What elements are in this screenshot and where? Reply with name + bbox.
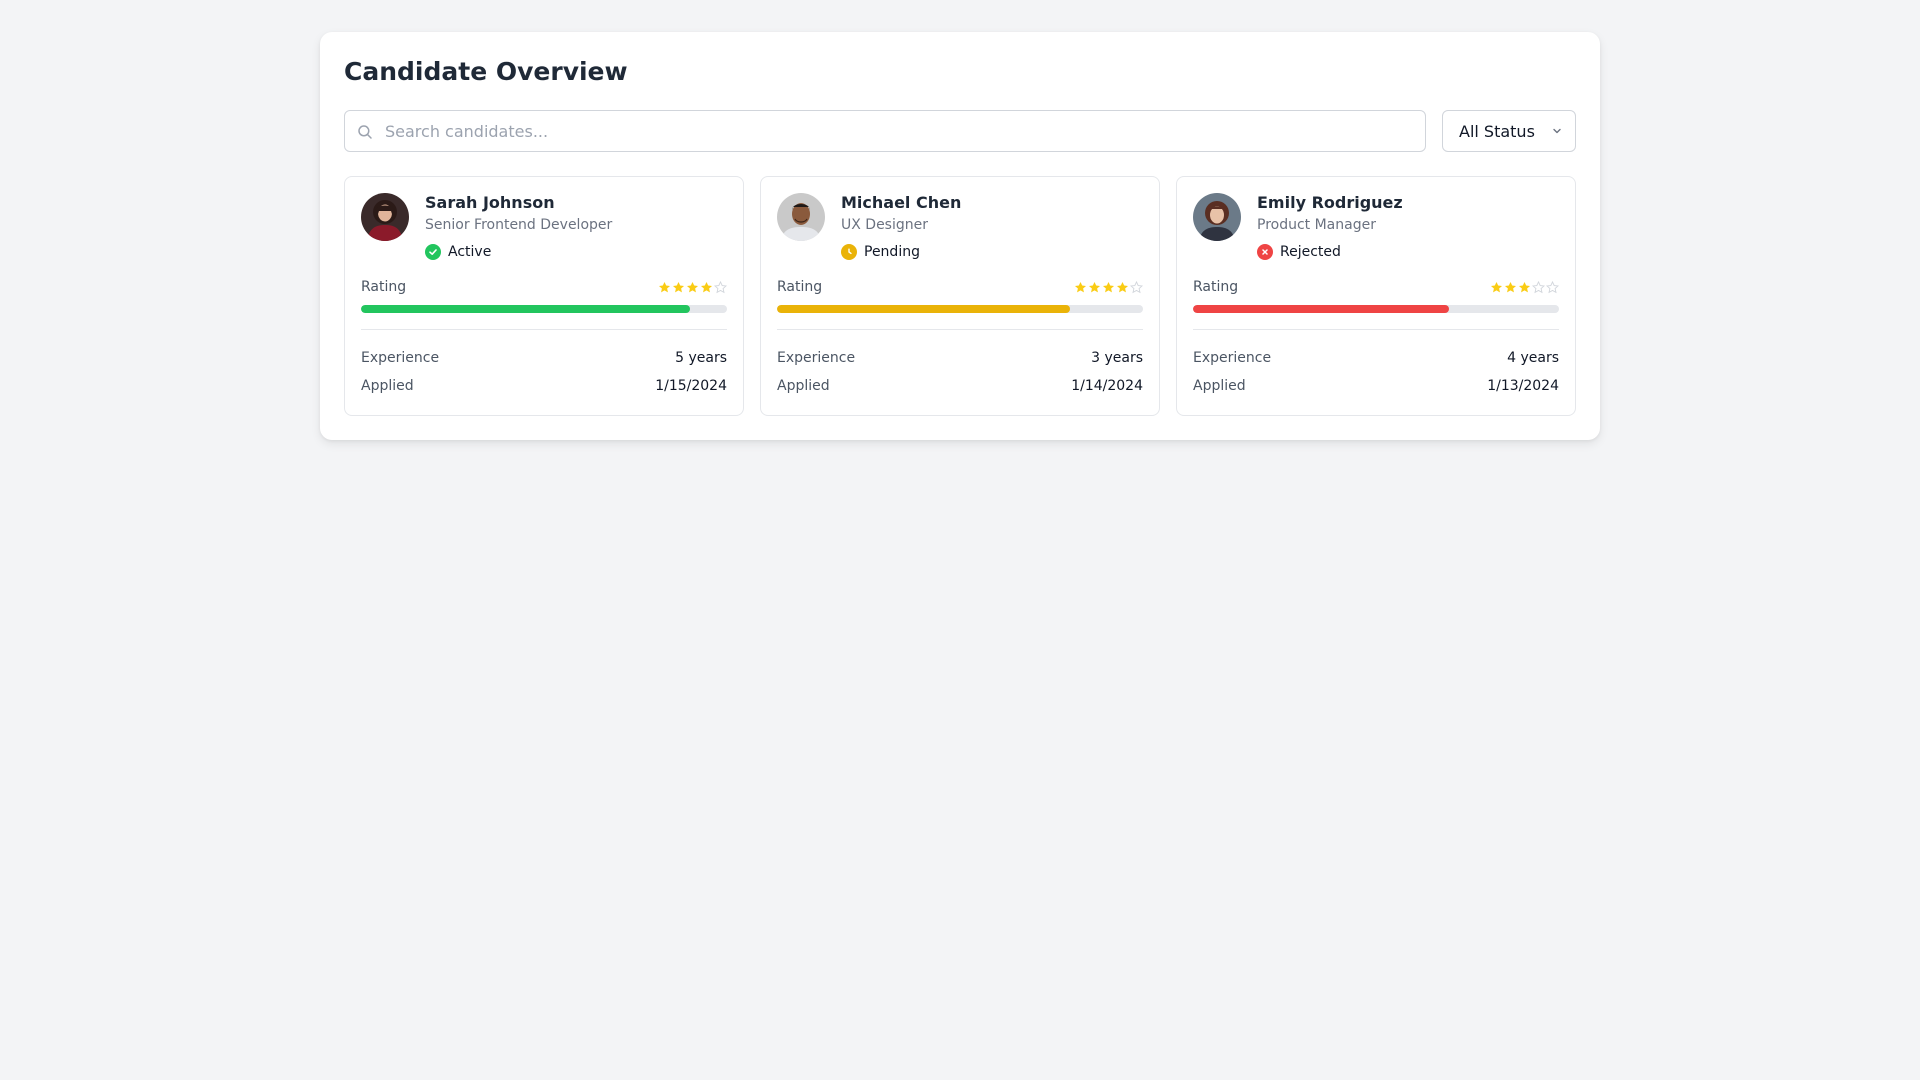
rating-progress-fill xyxy=(777,305,1070,313)
star-empty-icon xyxy=(1130,280,1143,293)
toolbar: All Status xyxy=(344,110,1576,152)
star-rating xyxy=(1074,280,1143,294)
experience-row: Experience 5 years xyxy=(361,348,727,368)
star-filled-icon xyxy=(1074,281,1087,292)
status-label: Rejected xyxy=(1280,244,1341,260)
page-title: Candidate Overview xyxy=(344,57,628,86)
applied-date: 1/13/2024 xyxy=(1487,378,1559,394)
star-filled-icon xyxy=(1102,281,1115,292)
star-rating xyxy=(658,280,727,294)
star-empty-icon xyxy=(1546,280,1559,293)
divider xyxy=(1193,329,1559,330)
star-filled-icon xyxy=(700,281,713,292)
candidate-name: Sarah Johnson xyxy=(425,193,555,212)
candidate-name: Emily Rodriguez xyxy=(1257,193,1403,212)
avatar xyxy=(777,193,825,241)
status-filter-value: All Status xyxy=(1459,121,1535,141)
rating-progress-bar xyxy=(777,305,1143,313)
experience-value: 3 years xyxy=(1091,350,1143,366)
search-icon xyxy=(358,125,372,139)
star-filled-icon xyxy=(686,281,699,292)
rating-progress-fill xyxy=(361,305,691,313)
status-label: Pending xyxy=(864,244,920,260)
star-empty-icon xyxy=(1532,280,1545,293)
applied-date: 1/15/2024 xyxy=(655,378,727,394)
rating-label: Rating xyxy=(1193,279,1239,295)
star-filled-icon xyxy=(1116,281,1129,292)
experience-label: Experience xyxy=(361,350,440,366)
applied-row: Applied 1/15/2024 xyxy=(361,376,727,396)
divider xyxy=(777,329,1143,330)
status-badge: Pending xyxy=(841,243,961,261)
star-rating xyxy=(1490,280,1559,294)
candidate-role: Senior Frontend Developer xyxy=(425,217,613,233)
experience-value: 4 years xyxy=(1507,350,1559,366)
star-empty-icon xyxy=(714,280,727,293)
rating-label: Rating xyxy=(361,279,407,295)
search-box[interactable] xyxy=(344,110,1426,152)
candidate-card[interactable]: Sarah Johnson Senior Frontend Developer … xyxy=(344,176,744,416)
divider xyxy=(361,329,727,330)
check-icon xyxy=(425,244,441,260)
experience-value: 5 years xyxy=(675,350,727,366)
candidate-role: Product Manager xyxy=(1257,217,1376,233)
rating-label: Rating xyxy=(777,279,823,295)
star-filled-icon xyxy=(1504,281,1517,292)
candidate-role: UX Designer xyxy=(841,217,928,233)
star-filled-icon xyxy=(1088,281,1101,292)
status-badge: Active xyxy=(425,243,612,261)
candidate-name: Michael Chen xyxy=(841,193,962,212)
rating-progress-fill xyxy=(1193,305,1450,313)
status-filter-select[interactable]: All Status xyxy=(1442,110,1576,152)
star-filled-icon xyxy=(672,281,685,292)
status-label: Active xyxy=(448,244,492,260)
status-badge: Rejected xyxy=(1257,243,1403,261)
star-filled-icon xyxy=(658,281,671,292)
experience-row: Experience 4 years xyxy=(1193,348,1559,368)
chevron-down-icon xyxy=(1553,128,1561,134)
experience-label: Experience xyxy=(1193,350,1272,366)
applied-label: Applied xyxy=(361,378,414,394)
avatar xyxy=(361,193,409,241)
clock-icon xyxy=(841,244,857,260)
applied-label: Applied xyxy=(1193,378,1246,394)
x-icon xyxy=(1257,244,1273,260)
candidate-card[interactable]: Emily Rodriguez Product Manager Rejected… xyxy=(1176,176,1576,416)
experience-row: Experience 3 years xyxy=(777,348,1143,368)
applied-row: Applied 1/13/2024 xyxy=(1193,376,1559,396)
applied-row: Applied 1/14/2024 xyxy=(777,376,1143,396)
experience-label: Experience xyxy=(777,350,856,366)
star-filled-icon xyxy=(1490,281,1503,292)
candidate-card[interactable]: Michael Chen UX Designer Pending Rating xyxy=(760,176,1160,416)
star-filled-icon xyxy=(1518,281,1531,292)
avatar xyxy=(1193,193,1241,241)
applied-date: 1/14/2024 xyxy=(1071,378,1143,394)
applied-label: Applied xyxy=(777,378,830,394)
candidate-overview-panel: Candidate Overview All Status xyxy=(320,32,1600,440)
candidate-card-list: Sarah Johnson Senior Frontend Developer … xyxy=(344,176,1576,416)
rating-progress-bar xyxy=(1193,305,1559,313)
search-input[interactable] xyxy=(345,111,1425,151)
rating-progress-bar xyxy=(361,305,727,313)
